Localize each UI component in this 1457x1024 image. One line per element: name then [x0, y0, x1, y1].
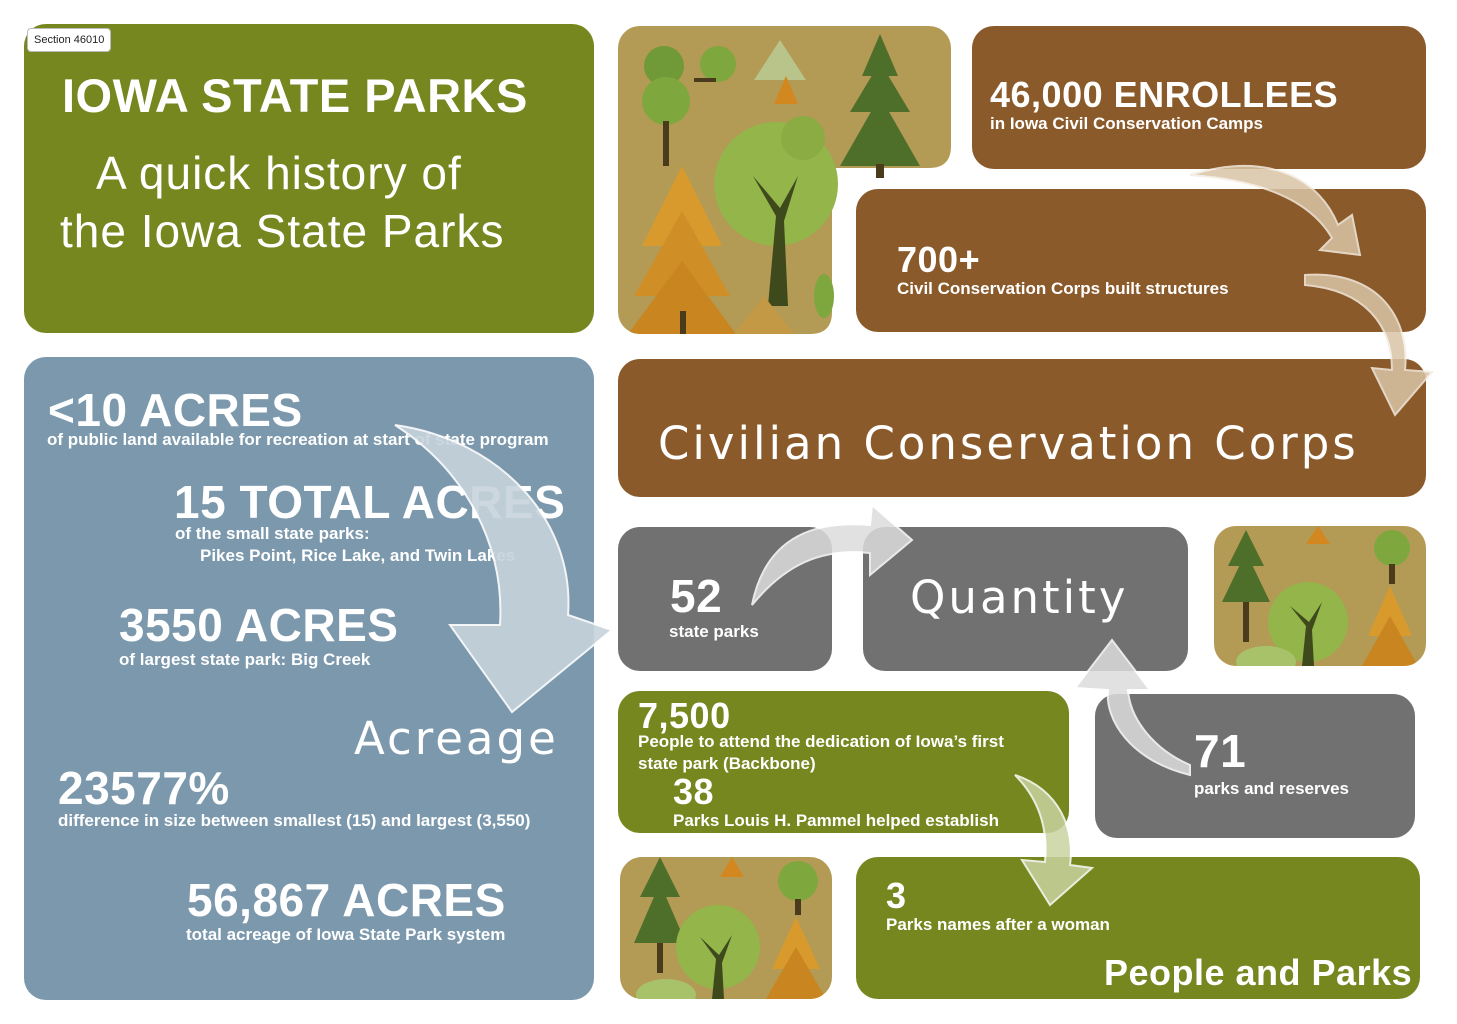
quantity-heading: Quantity [910, 571, 1129, 624]
acreage-stat-4-number: 23577% [58, 762, 230, 814]
enrollees-text: in Iowa Civil Conservation Camps [990, 114, 1264, 133]
state-parks-text: state parks [669, 622, 759, 641]
woman-parks-text: Parks names after a woman [886, 915, 1110, 934]
acreage-heading: Acreage [354, 712, 559, 765]
dedication-number: 7,500 [638, 695, 731, 736]
acreage-stat-2-text-1: of the small state parks: [175, 524, 370, 543]
dedication-text-1: People to attend the dedication of Iowa’… [638, 732, 1004, 751]
quantity-heading-card: Quantity [863, 527, 1188, 671]
dedication-card: 7,500 People to attend the dedication of… [618, 691, 1069, 833]
ccc-heading: Civilian Conservation Corps [658, 417, 1359, 470]
parks-reserves-number: 71 [1194, 725, 1247, 777]
acreage-stat-1-number: <10 ACRES [48, 384, 303, 436]
people-parks-card: 3 Parks names after a woman People and P… [856, 857, 1420, 999]
enrollees-card: 46,000 ENROLLEES in Iowa Civil Conservat… [972, 26, 1426, 169]
forest-illustration-bottom [620, 857, 832, 999]
acreage-stat-2-text-2: Pikes Point, Rice Lake, and Twin Lakes [200, 546, 516, 565]
structures-text: Civil Conservation Corps built structure… [897, 279, 1229, 298]
section-tag: Section 46010 [27, 28, 112, 52]
acreage-stat-1-text: of public land available for recreation … [47, 430, 549, 449]
state-parks-card: 52 state parks [618, 527, 832, 671]
acreage-stat-4-text: difference in size between smallest (15)… [58, 811, 531, 830]
forest-illustration-top [618, 26, 951, 334]
people-parks-heading: People and Parks [1104, 952, 1413, 993]
parks-reserves-card: 71 parks and reserves [1095, 694, 1415, 838]
subtitle-line-2: the Iowa State Parks [60, 205, 505, 257]
pammel-text: Parks Louis H. Pammel helped establish [673, 811, 999, 830]
ccc-heading-card: Civilian Conservation Corps [618, 359, 1426, 497]
acreage-stat-2-number: 15 TOTAL ACRES [174, 476, 566, 528]
acreage-stat-3-text: of largest state park: Big Creek [119, 650, 371, 669]
subtitle-line-1: A quick history of [96, 147, 462, 199]
state-parks-number: 52 [670, 570, 723, 622]
title-card: IOWA STATE PARKS A quick history of the … [24, 24, 594, 333]
woman-parks-number: 3 [886, 875, 907, 916]
parks-reserves-text: parks and reserves [1194, 779, 1349, 798]
pammel-number: 38 [673, 771, 715, 812]
page-title: IOWA STATE PARKS [62, 69, 528, 122]
acreage-card: <10 ACRES of public land available for r… [24, 357, 594, 1000]
acreage-stat-3-number: 3550 ACRES [119, 599, 399, 651]
acreage-stat-5-text: total acreage of Iowa State Park system [186, 925, 506, 944]
acreage-stat-5-number: 56,867 ACRES [187, 874, 506, 926]
forest-illustration-right [1214, 526, 1426, 666]
structures-number: 700+ [897, 239, 981, 280]
enrollees-number: 46,000 ENROLLEES [990, 74, 1339, 115]
structures-card: 700+ Civil Conservation Corps built stru… [856, 189, 1426, 332]
dedication-text-2: state park (Backbone) [638, 754, 816, 773]
